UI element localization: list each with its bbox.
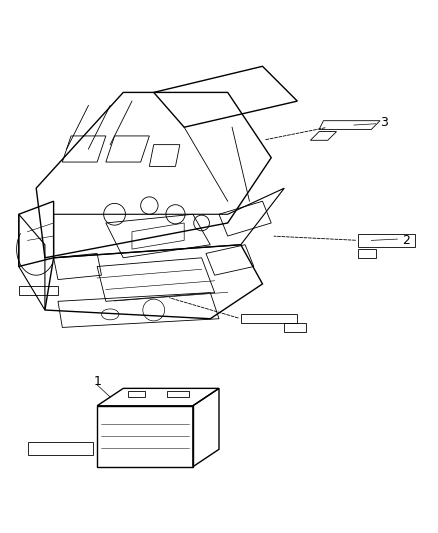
Text: 1: 1: [93, 375, 101, 389]
Text: 2: 2: [402, 234, 410, 247]
Text: 3: 3: [381, 116, 389, 130]
